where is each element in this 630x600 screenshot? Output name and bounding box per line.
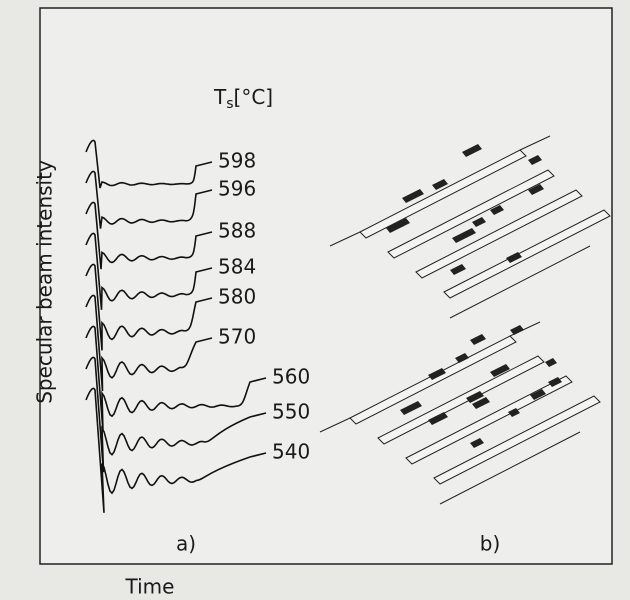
adatom-block	[432, 179, 448, 190]
curve-label: 588	[218, 219, 256, 243]
adatom-block	[400, 401, 422, 415]
terrace-line	[329, 231, 361, 247]
curve	[85, 387, 267, 513]
frame	[39, 7, 613, 565]
adatom-block	[428, 368, 446, 380]
curve-label: 580	[218, 285, 256, 309]
adatom-block	[528, 155, 542, 165]
adatom-block	[398, 218, 410, 227]
adatom-block	[528, 184, 544, 195]
adatom-block	[402, 189, 424, 203]
step-diagrams	[319, 135, 611, 505]
terrace-line	[439, 431, 581, 505]
adatom-block	[506, 252, 522, 263]
terrace-line	[449, 245, 591, 319]
curve	[85, 294, 213, 392]
curve	[85, 263, 213, 351]
adatom-block	[490, 364, 510, 377]
x-axis-label: Time	[125, 575, 175, 599]
terrace-line	[319, 417, 351, 433]
adatom-block	[472, 397, 490, 409]
curve	[85, 139, 213, 189]
terrace-edge	[377, 355, 545, 445]
adatom-block	[428, 412, 448, 425]
curve	[85, 232, 213, 310]
terrace-edge	[387, 169, 555, 259]
adatom-block	[472, 217, 486, 227]
adatom-block	[466, 391, 484, 403]
adatom-block	[386, 221, 404, 233]
adatom-block	[455, 353, 469, 363]
terrace-edge	[349, 335, 517, 425]
curve-label: 560	[272, 365, 310, 389]
curve-label: 584	[218, 255, 256, 279]
curve	[85, 201, 213, 270]
adatom-block	[470, 334, 486, 345]
panel-label: b)	[480, 532, 501, 556]
terrace-edge	[433, 395, 601, 485]
adatom-block	[510, 325, 524, 335]
curve-label: 596	[218, 177, 256, 201]
terrace-line	[519, 135, 551, 151]
curve	[85, 356, 267, 473]
terrace-edge	[443, 209, 611, 299]
curve	[85, 325, 267, 432]
adatom-block	[452, 228, 476, 243]
adatom-block	[450, 264, 466, 275]
legend-header: Ts[°C]	[213, 85, 273, 113]
curves: 598 596 588 584 580 570 560 550 540	[85, 139, 310, 513]
adatom-block	[490, 205, 504, 215]
curve	[85, 170, 213, 229]
terrace-edge	[405, 375, 573, 465]
panel-label: a)	[176, 532, 196, 556]
adatom-block	[530, 389, 546, 400]
terrace-edge	[359, 149, 527, 239]
curve-label: 540	[272, 440, 310, 464]
curve-label: 570	[218, 325, 256, 349]
curve-label: 598	[218, 149, 256, 173]
adatom-block	[508, 408, 520, 417]
adatom-block	[462, 144, 482, 157]
y-axis-label: Specular beam intensity	[33, 160, 57, 404]
adatom-block	[545, 358, 557, 367]
adatom-block	[470, 438, 484, 448]
terrace-edge	[415, 189, 583, 279]
adatom-block	[548, 377, 562, 387]
curve-label: 550	[272, 400, 310, 424]
